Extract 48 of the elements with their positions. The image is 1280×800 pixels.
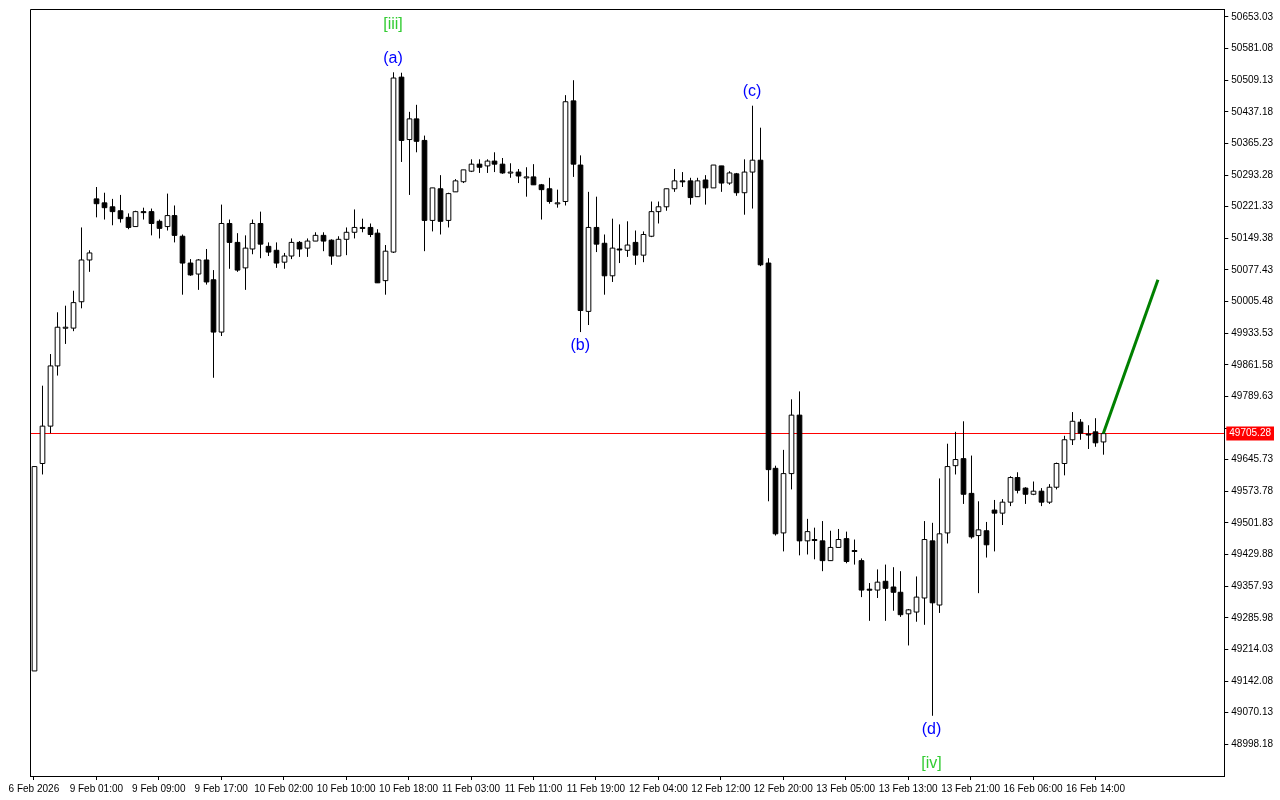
y-tick-label: 49070.13 bbox=[1231, 706, 1274, 718]
annotation: (c) bbox=[742, 82, 762, 100]
y-tick-label: 49285.98 bbox=[1231, 611, 1274, 623]
y-tick-label: 49429.88 bbox=[1231, 548, 1274, 560]
annotation: (b) bbox=[570, 336, 591, 354]
y-tick-label: 49933.53 bbox=[1231, 326, 1274, 338]
x-tick-label: 13 Feb 21:00 bbox=[941, 782, 1001, 794]
y-tick-label: 50005.48 bbox=[1231, 295, 1274, 307]
x-tick-label: 9 Feb 01:00 bbox=[69, 782, 124, 794]
y-tick-label: 49357.93 bbox=[1231, 579, 1274, 591]
x-tick-label: 9 Feb 09:00 bbox=[132, 782, 186, 794]
x-tick-label: 11 Feb 11:00 bbox=[504, 782, 563, 794]
y-tick-label: 49861.58 bbox=[1231, 358, 1274, 370]
y-tick-label: 50365.23 bbox=[1231, 137, 1274, 149]
x-tick-label: 12 Feb 04:00 bbox=[628, 782, 689, 794]
y-tick-label: 50509.13 bbox=[1231, 73, 1274, 85]
x-tick-label: 12 Feb 12:00 bbox=[691, 782, 751, 794]
y-tick-label: 49501.83 bbox=[1231, 516, 1274, 528]
x-tick-label: 10 Feb 18:00 bbox=[379, 782, 439, 794]
y-tick-label: 49214.03 bbox=[1231, 643, 1274, 655]
y-tick-label: 50581.08 bbox=[1231, 42, 1274, 54]
annotation: (d) bbox=[921, 720, 942, 738]
x-tick-label: 9 Feb 17:00 bbox=[194, 782, 249, 794]
y-tick-label: 50293.28 bbox=[1231, 168, 1274, 180]
y-tick-label: 49573.78 bbox=[1231, 485, 1274, 497]
x-tick-label: 11 Feb 03:00 bbox=[441, 782, 501, 794]
y-tick-label: 49142.08 bbox=[1231, 674, 1274, 686]
x-tick-label: 12 Feb 20:00 bbox=[753, 782, 814, 794]
x-tick-label: 10 Feb 10:00 bbox=[316, 782, 377, 794]
annotation: [iii] bbox=[383, 14, 403, 32]
y-tick-label: 50077.43 bbox=[1231, 263, 1274, 275]
x-tick-label: 13 Feb 05:00 bbox=[816, 782, 876, 794]
y-tick-label: 50221.33 bbox=[1231, 200, 1274, 212]
x-tick-label: 10 Feb 02:00 bbox=[254, 782, 314, 794]
y-tick-label: 49645.73 bbox=[1231, 453, 1274, 465]
y-tick-label: 48998.18 bbox=[1231, 738, 1274, 750]
annotation: (a) bbox=[383, 48, 403, 66]
x-tick-label: 16 Feb 06:00 bbox=[1003, 782, 1063, 794]
x-tick-label: 11 Feb 19:00 bbox=[566, 782, 626, 794]
y-tick-label: 49789.63 bbox=[1231, 390, 1274, 402]
x-tick-label: 16 Feb 14:00 bbox=[1066, 782, 1126, 794]
annotation: [iv] bbox=[921, 754, 942, 772]
x-tick-label: 6 Feb 2026 bbox=[8, 782, 60, 794]
ref-line-label: 49705.28 bbox=[1229, 427, 1272, 439]
y-tick-label: 50653.03 bbox=[1231, 10, 1274, 22]
y-tick-label: 50437.18 bbox=[1231, 105, 1274, 117]
x-tick-label: 13 Feb 13:00 bbox=[878, 782, 939, 794]
y-tick-label: 50149.38 bbox=[1231, 232, 1274, 244]
